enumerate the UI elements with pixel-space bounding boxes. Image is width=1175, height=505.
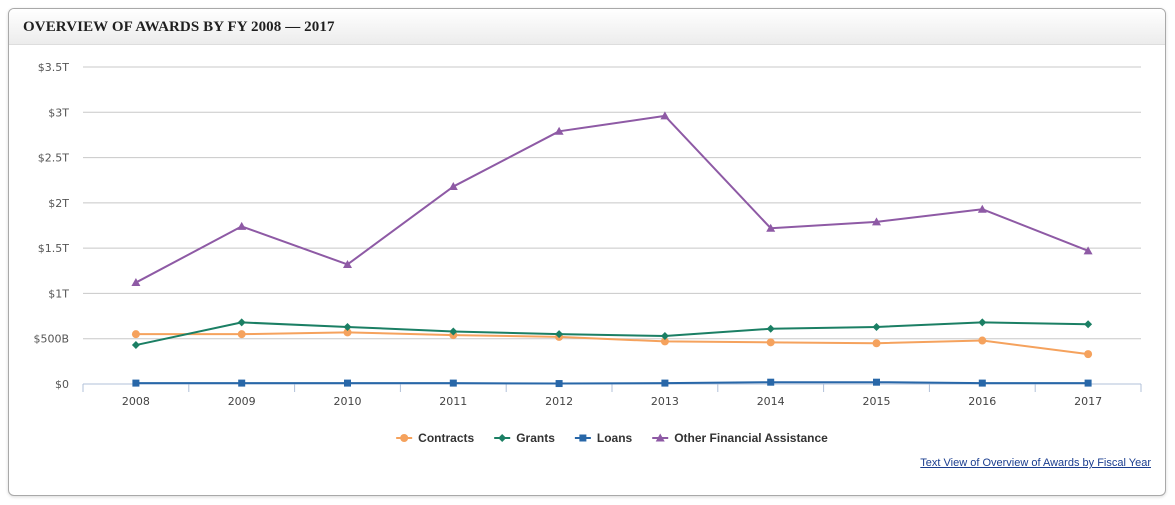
x-tick-label: 2017 [1074,395,1102,408]
data-point-grants [766,324,775,333]
data-point-contracts [343,328,352,337]
data-point-loans [555,380,563,388]
data-point-loans [238,379,246,387]
legend-item-loans: Loans [574,431,633,445]
y-tick-label: $3T [48,106,69,119]
data-point-contracts [660,337,669,346]
legend-marker [655,433,665,442]
panel-title: OVERVIEW OF AWARDS BY FY 2008 — 2017 [23,19,335,35]
x-tick-label: 2014 [757,395,785,408]
data-point-other-financial-assistance [237,221,247,230]
text-view-link[interactable]: Text View of Overview of Awards by Fisca… [920,457,1151,469]
data-point-other-financial-assistance [660,111,670,120]
series-other-financial-assistance [131,111,1093,287]
x-tick-label: 2010 [334,395,362,408]
series-line-loans [135,381,1089,385]
data-point-grants [978,318,987,327]
legend-label: Other Financial Assistance [674,431,828,445]
y-tick-label: $2T [48,197,69,210]
data-point-loans [344,379,351,387]
data-point-loans [661,379,669,387]
y-tick-label: $500B [33,333,69,346]
data-point-grants [660,331,669,340]
data-point-other-financial-assistance [1083,246,1093,255]
data-point-loans [449,379,457,387]
legend-label: Loans [597,431,633,445]
data-point-contracts [131,330,140,339]
legend-item-contracts: Contracts [396,431,475,445]
y-tick-label: $0 [55,378,69,391]
data-point-loans [978,379,986,387]
y-tick-label: $1.5T [38,242,69,255]
series-loans [132,378,1092,388]
data-point-other-financial-assistance [343,259,352,268]
data-point-contracts [872,339,881,348]
data-point-grants [131,341,140,350]
data-point-contracts [766,338,775,347]
x-tick-label: 2011 [439,395,467,408]
data-point-contracts [1084,350,1093,359]
series-grants [131,318,1093,350]
data-point-other-financial-assistance [977,204,987,213]
data-point-grants [343,322,352,331]
data-point-grants [1084,320,1093,329]
data-point-loans [873,378,880,386]
x-tick-label: 2012 [545,395,573,408]
data-point-loans [132,379,140,387]
legend-label: Contracts [418,431,474,445]
legend-marker [498,434,507,442]
series-line-grants [135,321,1089,347]
legend-marker [400,434,409,442]
legend-item-grants: Grants [494,431,555,445]
y-tick-label: $1T [48,287,69,300]
series-line-contracts [135,331,1089,356]
data-point-other-financial-assistance [131,278,141,287]
y-tick-label: $2.5T [38,152,69,165]
x-tick-label: 2015 [863,395,891,408]
legend-label: Grants [516,431,555,445]
data-point-grants [237,318,246,327]
awards-overview-panel: OVERVIEW OF AWARDS BY FY 2008 — 2017 $0 $… [8,8,1166,496]
data-point-grants [449,327,458,336]
x-tick-label: 2013 [651,395,679,408]
data-point-loans [1084,379,1092,387]
data-point-grants [555,330,564,339]
data-point-other-financial-assistance [554,126,564,135]
data-point-contracts [237,330,246,339]
x-tick-label: 2008 [122,395,150,408]
awards-line-chart: $0 $500B $1T $1.5T $2T $2.5T $3T $3.5T 2008 2009 2… [33,61,1142,445]
data-point-other-financial-assistance [872,217,881,226]
x-tick-label: 2009 [228,395,256,408]
series-line-other-financial-assistance [135,114,1089,284]
legend-item-other-financial-assistance: Other Financial Assistance [652,431,828,445]
data-point-grants [872,322,881,331]
panel-header: OVERVIEW OF AWARDS BY FY 2008 — 2017 [9,9,1165,45]
legend-marker [579,434,587,442]
data-point-loans [767,378,775,386]
series-contracts [131,328,1093,359]
data-point-other-financial-assistance [766,223,776,232]
data-point-other-financial-assistance [448,182,458,191]
x-tick-label: 2016 [968,395,996,408]
y-tick-label: $3.5T [38,61,69,74]
chart-legend: Contracts Grants Loans Other Financial Assi… [396,431,828,445]
data-point-contracts [978,336,987,345]
